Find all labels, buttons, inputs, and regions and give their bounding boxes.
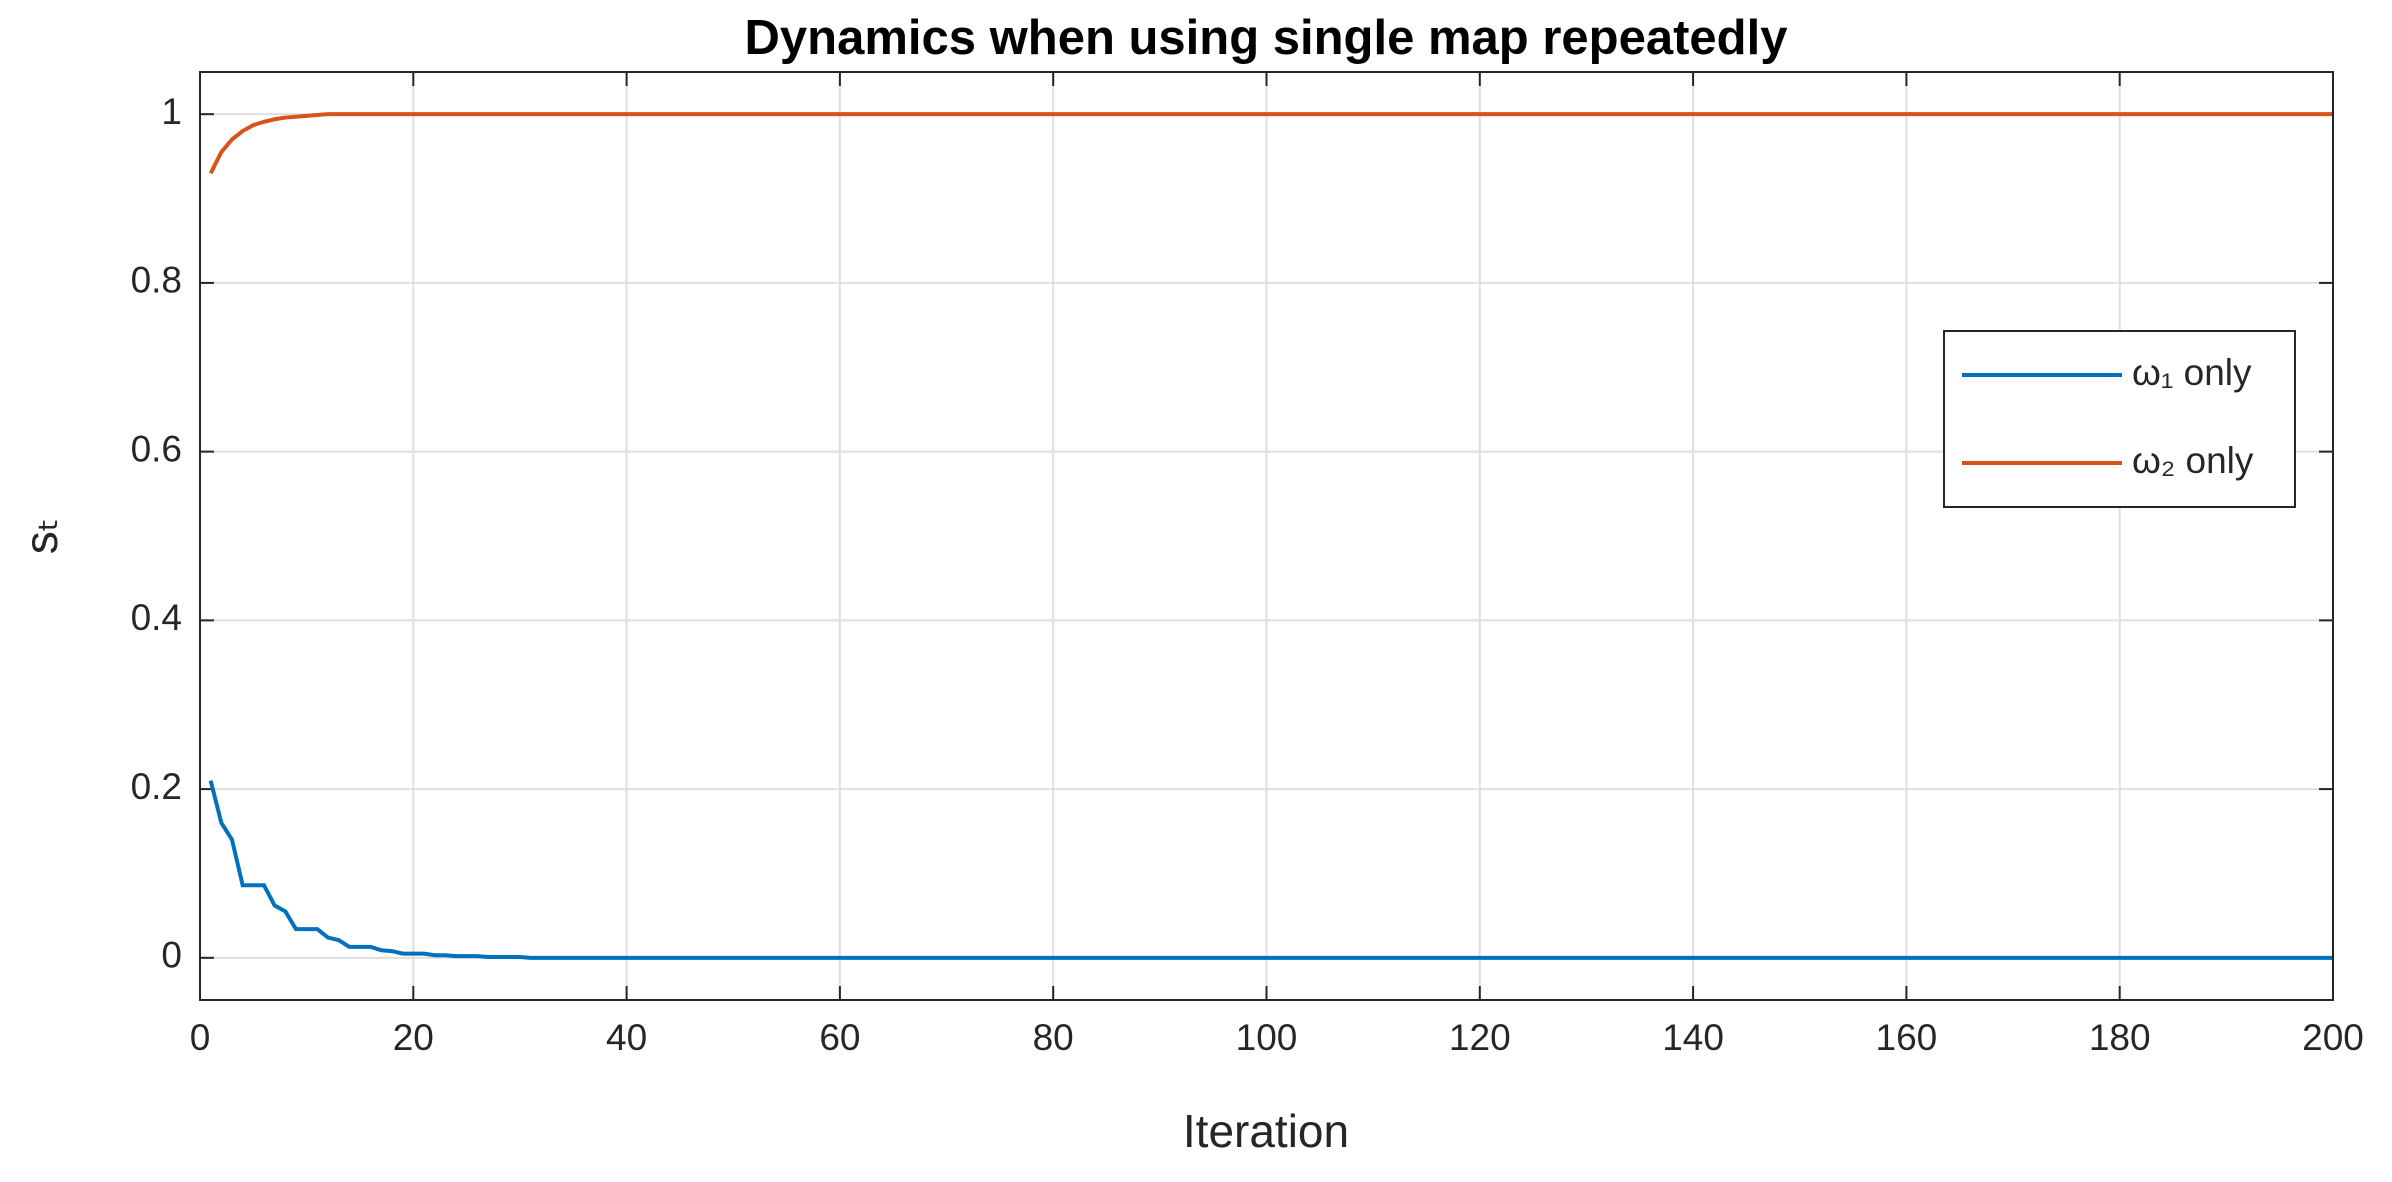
x-tick-label: 80 xyxy=(1033,1017,1074,1058)
y-tick-label: 0.6 xyxy=(131,428,182,469)
legend-label: ω₁ only xyxy=(2132,352,2252,393)
y-tick-label: 0 xyxy=(161,935,182,976)
x-tick-label: 20 xyxy=(393,1017,434,1058)
legend-label: ω₂ only xyxy=(2132,440,2254,481)
x-tick-label: 160 xyxy=(1876,1017,1938,1058)
series-line xyxy=(208,112,2333,175)
legend-box xyxy=(1943,330,2296,508)
x-tick-label: 140 xyxy=(1662,1017,1724,1058)
plot-frame xyxy=(199,71,2334,1001)
y-tick-label: 0.4 xyxy=(131,597,182,638)
chart-title: Dynamics when using single map repeatedl… xyxy=(745,11,1788,65)
y-tick-label: 1 xyxy=(161,91,182,132)
y-tick-label: 0.2 xyxy=(131,766,182,807)
x-tick-label: 100 xyxy=(1236,1017,1298,1058)
x-axis-label: Iteration xyxy=(1183,1105,1349,1157)
series-line xyxy=(208,780,2333,960)
x-tick-label: 40 xyxy=(606,1017,647,1058)
x-tick-label: 120 xyxy=(1449,1017,1511,1058)
x-tick-label: 200 xyxy=(2302,1017,2364,1058)
y-axis-label: sₜ xyxy=(15,518,67,555)
x-tick-label: 0 xyxy=(190,1017,211,1058)
x-tick-label: 180 xyxy=(2089,1017,2151,1058)
y-tick-label: 0.8 xyxy=(131,260,182,301)
x-tick-label: 60 xyxy=(819,1017,860,1058)
